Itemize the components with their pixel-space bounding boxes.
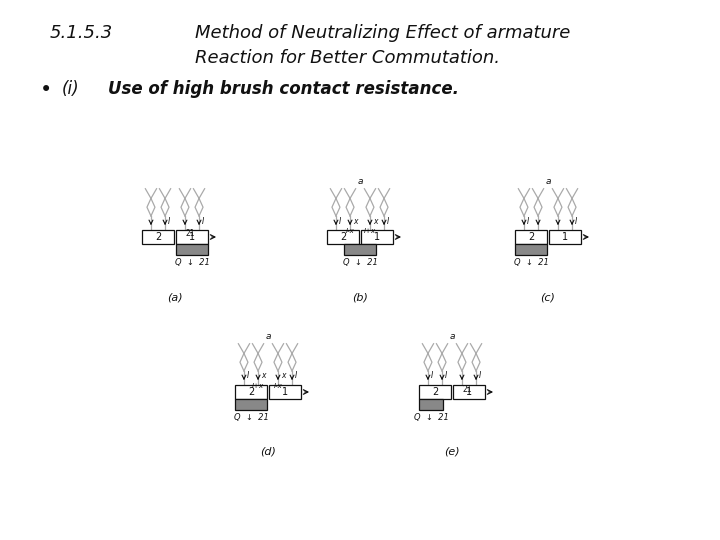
Bar xyxy=(515,244,547,255)
Text: x: x xyxy=(373,217,377,226)
Text: I: I xyxy=(479,372,481,381)
Bar xyxy=(549,230,581,244)
Text: Q  ↓  21: Q ↓ 21 xyxy=(174,258,210,267)
Bar xyxy=(419,399,443,410)
Text: I: I xyxy=(168,218,171,226)
Bar xyxy=(235,385,267,399)
Text: 2: 2 xyxy=(248,387,254,397)
Text: 1: 1 xyxy=(466,387,472,397)
Text: Use of high brush contact resistance.: Use of high brush contact resistance. xyxy=(108,80,459,98)
Bar xyxy=(142,230,174,244)
Text: a: a xyxy=(265,333,271,341)
Text: 1: 1 xyxy=(189,232,195,242)
Text: 2: 2 xyxy=(340,232,346,242)
Bar xyxy=(419,385,451,399)
Text: (d): (d) xyxy=(260,446,276,456)
Text: Q  ↓  21: Q ↓ 21 xyxy=(233,413,269,422)
Text: 21: 21 xyxy=(463,384,472,394)
Bar xyxy=(176,230,208,244)
Bar xyxy=(327,230,359,244)
Text: I-x: I-x xyxy=(274,383,282,389)
Text: 2: 2 xyxy=(432,387,438,397)
Text: (b): (b) xyxy=(352,292,368,302)
Text: I-x: I-x xyxy=(346,228,354,234)
Text: I: I xyxy=(575,217,577,226)
Text: I: I xyxy=(295,372,297,381)
Text: 5.1.5.3: 5.1.5.3 xyxy=(50,24,113,42)
Text: (a): (a) xyxy=(167,292,183,302)
Text: Q  ↓  21: Q ↓ 21 xyxy=(413,413,449,422)
Text: (c): (c) xyxy=(541,292,555,302)
Text: I: I xyxy=(387,217,390,226)
Bar xyxy=(344,244,376,255)
Text: a: a xyxy=(357,178,363,186)
Text: I: I xyxy=(339,217,341,226)
Text: I: I xyxy=(527,217,529,226)
Text: (i): (i) xyxy=(62,80,80,98)
Bar xyxy=(235,399,267,410)
Bar xyxy=(269,385,301,399)
Text: I+x: I+x xyxy=(364,228,376,234)
Text: I: I xyxy=(202,218,204,226)
Text: 1: 1 xyxy=(282,387,288,397)
Text: Method of Neutralizing Effect of armature
Reaction for Better Commutation.: Method of Neutralizing Effect of armatur… xyxy=(195,24,570,67)
Text: 1: 1 xyxy=(562,232,568,242)
Bar xyxy=(361,230,393,244)
Text: I: I xyxy=(247,372,249,381)
Bar xyxy=(453,385,485,399)
Text: •: • xyxy=(40,80,53,100)
Text: Q  ↓  21: Q ↓ 21 xyxy=(343,258,377,267)
Text: x: x xyxy=(353,217,358,226)
Text: I+x: I+x xyxy=(252,383,264,389)
Text: x: x xyxy=(281,372,285,381)
Text: (e): (e) xyxy=(444,446,460,456)
Text: Q  ↓  21: Q ↓ 21 xyxy=(513,258,549,267)
Text: x: x xyxy=(261,372,266,381)
Text: a: a xyxy=(449,333,455,341)
Text: 21: 21 xyxy=(186,230,195,239)
Text: I: I xyxy=(445,372,447,381)
Bar xyxy=(515,230,547,244)
Text: 2: 2 xyxy=(528,232,534,242)
Text: 2: 2 xyxy=(155,232,161,242)
Bar xyxy=(176,244,208,255)
Text: I: I xyxy=(431,372,433,381)
Text: a: a xyxy=(545,178,551,186)
Text: 1: 1 xyxy=(374,232,380,242)
